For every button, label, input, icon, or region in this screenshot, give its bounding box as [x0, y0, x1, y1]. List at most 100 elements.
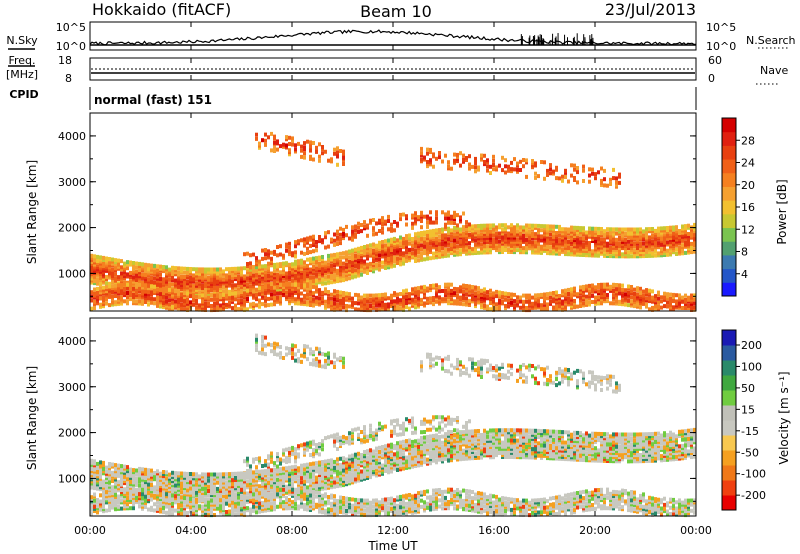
range-cell: [168, 480, 171, 485]
range-cell: [321, 267, 324, 272]
range-cell: [108, 294, 111, 299]
range-cell: [339, 226, 342, 231]
range-cell: [150, 275, 153, 280]
range-cell: [474, 161, 477, 166]
range-cell: [603, 282, 606, 287]
range-cell: [459, 287, 462, 292]
range-cell: [558, 251, 561, 256]
range-cell: [417, 290, 420, 295]
range-cell: [579, 295, 582, 300]
range-cell: [300, 301, 303, 306]
range-cell: [165, 299, 168, 304]
range-cell: [171, 288, 174, 293]
range-cell: [612, 293, 615, 298]
range-cell: [294, 272, 297, 277]
range-cell: [393, 241, 396, 246]
range-cell: [117, 506, 120, 511]
range-cell: [282, 284, 285, 289]
range-cell: [540, 307, 543, 312]
range-cell: [129, 484, 132, 489]
range-cell: [372, 265, 375, 270]
range-cell: [183, 275, 186, 279]
range-cell: [162, 486, 165, 491]
range-cell: [204, 267, 207, 272]
range-cell: [486, 306, 489, 311]
range-cell: [378, 293, 381, 298]
range-cell: [444, 293, 447, 297]
range-cell: [522, 164, 525, 169]
range-cell: [294, 284, 297, 289]
range-cell: [219, 279, 222, 284]
range-cell: [219, 303, 222, 308]
range-cell: [150, 284, 153, 289]
range-cell: [555, 247, 558, 252]
range-cell: [300, 250, 303, 255]
range-cell: [549, 224, 552, 229]
range-cell: [381, 260, 384, 265]
range-cell: [306, 270, 309, 275]
range-cell: [420, 233, 423, 238]
range-cell: [99, 503, 102, 508]
range-cell: [633, 302, 636, 307]
range-cell: [489, 296, 492, 301]
range-cell: [273, 298, 276, 303]
range-cell: [381, 226, 384, 231]
range-cell: [405, 301, 408, 305]
range-cell: [288, 245, 291, 250]
range-cell: [645, 252, 648, 256]
range-cell: [348, 276, 351, 281]
range-cell: [474, 234, 477, 239]
range-cell: [672, 231, 675, 236]
range-cell: [372, 259, 375, 263]
range-cell: [219, 275, 222, 280]
range-cell: [573, 242, 576, 247]
range-cell: [363, 253, 366, 258]
range-cell: [267, 249, 270, 254]
range-cell: [441, 242, 444, 246]
range-cell: [444, 299, 447, 304]
range-cell: [180, 287, 183, 292]
range-cell: [564, 245, 567, 250]
range-cell: [213, 279, 216, 284]
range-cell: [573, 250, 576, 255]
range-cell: [543, 230, 546, 235]
range-cell: [111, 296, 114, 301]
range-cell: [189, 267, 192, 271]
range-cell: [474, 246, 477, 251]
range-cell: [399, 212, 402, 217]
range-cell: [462, 296, 465, 300]
range-cell: [180, 501, 183, 506]
range-cell: [642, 245, 645, 250]
range-cell: [564, 241, 567, 246]
range-cell: [156, 494, 159, 499]
range-cell: [534, 248, 537, 253]
range-cell: [651, 251, 654, 256]
range-cell: [168, 472, 171, 477]
range-cell: [510, 167, 513, 172]
range-cell: [285, 248, 288, 253]
range-cell: [687, 303, 690, 308]
range-cell: [159, 283, 162, 288]
range-cell: [126, 295, 129, 300]
range-cell: [471, 228, 474, 233]
range-cell: [210, 282, 213, 286]
range-cell: [195, 294, 198, 299]
range-cell: [435, 210, 438, 215]
range-cell: [330, 259, 333, 264]
range-cell: [333, 151, 336, 156]
range-cell: [192, 296, 195, 301]
range-cell: [279, 297, 282, 302]
range-cell: [357, 253, 360, 257]
range-cell: [162, 286, 165, 291]
range-cell: [174, 483, 177, 488]
range-cell: [450, 214, 453, 219]
range-cell: [315, 299, 318, 304]
range-cell: [525, 295, 528, 300]
range-cell: [369, 268, 372, 273]
range-cell: [417, 298, 420, 303]
range-cell: [384, 239, 387, 244]
range-cell: [312, 303, 315, 308]
range-cell: [273, 302, 276, 307]
range-cell: [372, 232, 375, 237]
power-heatmap: [90, 131, 696, 313]
